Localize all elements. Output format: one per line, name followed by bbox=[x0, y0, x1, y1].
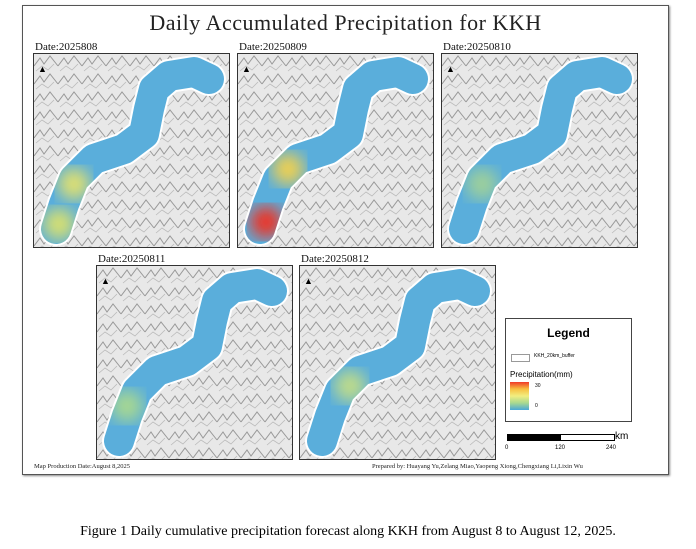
scale-bar bbox=[507, 434, 615, 441]
precip-map-panel: ▲ bbox=[237, 53, 434, 248]
precip-hotspot bbox=[43, 208, 75, 240]
map-title: Daily Accumulated Precipitation for KKH bbox=[149, 10, 542, 35]
scale-tick: 120 bbox=[555, 445, 566, 451]
map-frame bbox=[22, 5, 669, 475]
precip-hotspot bbox=[272, 153, 304, 185]
scale-tick: 240 bbox=[606, 445, 617, 451]
precip-hotspot bbox=[111, 390, 143, 422]
legend-title: Legend bbox=[547, 326, 590, 340]
ramp-min: 0 bbox=[535, 403, 538, 409]
north-arrow-icon: ▲ bbox=[446, 64, 455, 74]
north-arrow-icon: ▲ bbox=[304, 276, 313, 286]
precip-hotspot bbox=[334, 370, 366, 402]
precip-map-panel: ▲ bbox=[299, 265, 496, 460]
buffer-swatch bbox=[511, 354, 530, 362]
production-date: Map Production Date:August 8,2025 bbox=[34, 463, 131, 470]
date-label: Date:20250809 bbox=[239, 41, 307, 53]
precip-map-panel: ▲ bbox=[33, 53, 230, 248]
north-arrow-icon: ▲ bbox=[242, 64, 251, 74]
ramp-max: 30 bbox=[535, 383, 541, 389]
date-label: Date:20250812 bbox=[301, 253, 369, 265]
precip-hotspot bbox=[250, 206, 282, 238]
precip-hotspot bbox=[58, 168, 90, 200]
scale-tick: 0 bbox=[505, 445, 509, 451]
date-label: Date:20250811 bbox=[98, 253, 166, 265]
north-arrow-icon: ▲ bbox=[101, 276, 110, 286]
precip-map-panel: ▲ bbox=[96, 265, 293, 460]
precip-label: Precipitation(mm) bbox=[510, 370, 573, 379]
precip-map-panel: ▲ bbox=[441, 53, 638, 248]
buffer-label: KKH_20km_buffer bbox=[534, 353, 575, 359]
date-label: Date:20250810 bbox=[443, 41, 511, 53]
prepared-by: Prepared by: Huayang Yu,Zelang Miao,Yaop… bbox=[372, 463, 583, 470]
precip-hotspot bbox=[466, 168, 498, 200]
date-label: Date:2025808 bbox=[35, 41, 98, 53]
legend: Legend KKH_20km_buffer Precipitation(mm)… bbox=[505, 318, 632, 422]
scale-unit: km bbox=[615, 431, 629, 442]
color-ramp bbox=[510, 382, 529, 410]
north-arrow-icon: ▲ bbox=[38, 64, 47, 74]
figure-caption: Figure 1 Daily cumulative precipitation … bbox=[80, 524, 616, 539]
